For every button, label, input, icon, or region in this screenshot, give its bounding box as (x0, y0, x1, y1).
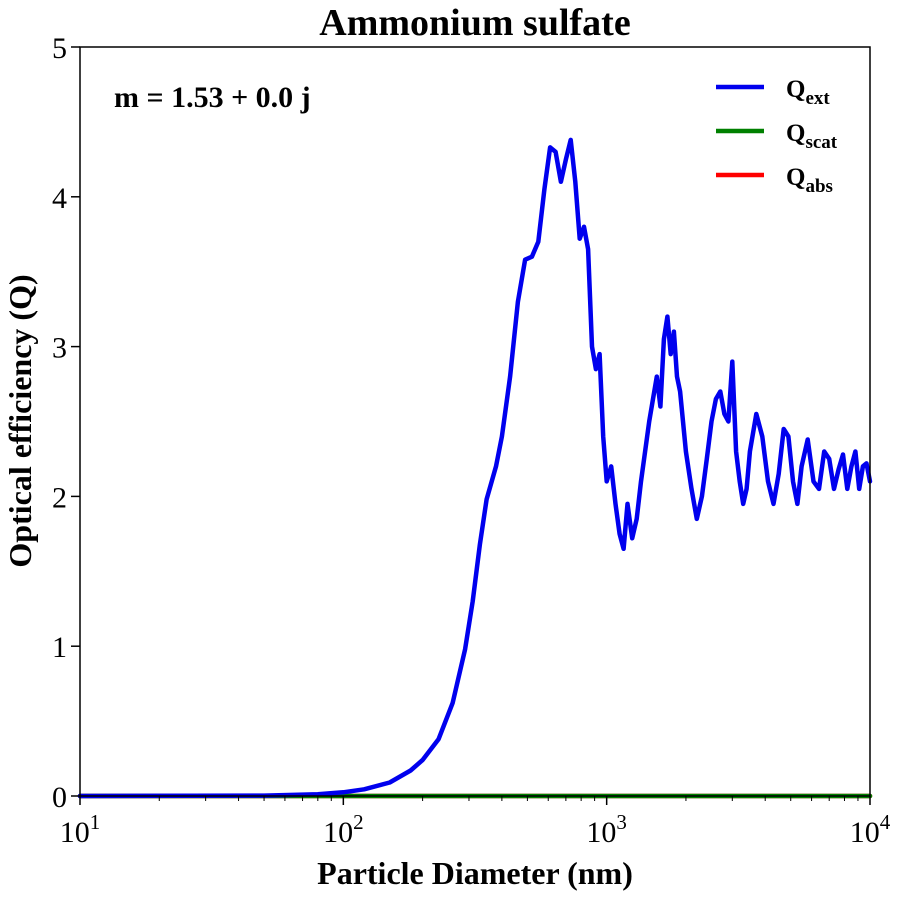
y-axis-label: Optical efficiency (Q) (2, 274, 38, 567)
x-tick-label: 101 (60, 810, 101, 849)
y-tick-label: 0 (52, 781, 67, 814)
y-ticks: 0 1 2 3 4 5 (52, 32, 80, 814)
x-tick-label: 104 (850, 810, 891, 849)
x-tick-label: 103 (586, 810, 627, 849)
legend: Qext Qscat Qabs (716, 76, 838, 197)
y-tick-label: 1 (52, 631, 67, 664)
y-tick-label: 2 (52, 481, 67, 514)
plot-series (77, 137, 873, 799)
series-line-ext (77, 137, 873, 799)
y-tick-label: 5 (52, 32, 67, 65)
x-axis-label: Particle Diameter (nm) (317, 855, 633, 891)
plot-frame (79, 46, 871, 797)
legend-label-abs: Qabs (786, 164, 833, 197)
x-tick-label: 102 (323, 810, 364, 849)
chart-title: Ammonium sulfate (319, 2, 630, 44)
legend-label-scat: Qscat (786, 120, 838, 153)
y-tick-label: 3 (52, 332, 67, 365)
refractive-index-annotation: m = 1.53 + 0.0 j (114, 81, 311, 114)
x-ticks: 101 102 103 104 (60, 796, 891, 849)
y-tick-label: 4 (52, 182, 67, 215)
legend-label-ext: Qext (786, 76, 830, 109)
